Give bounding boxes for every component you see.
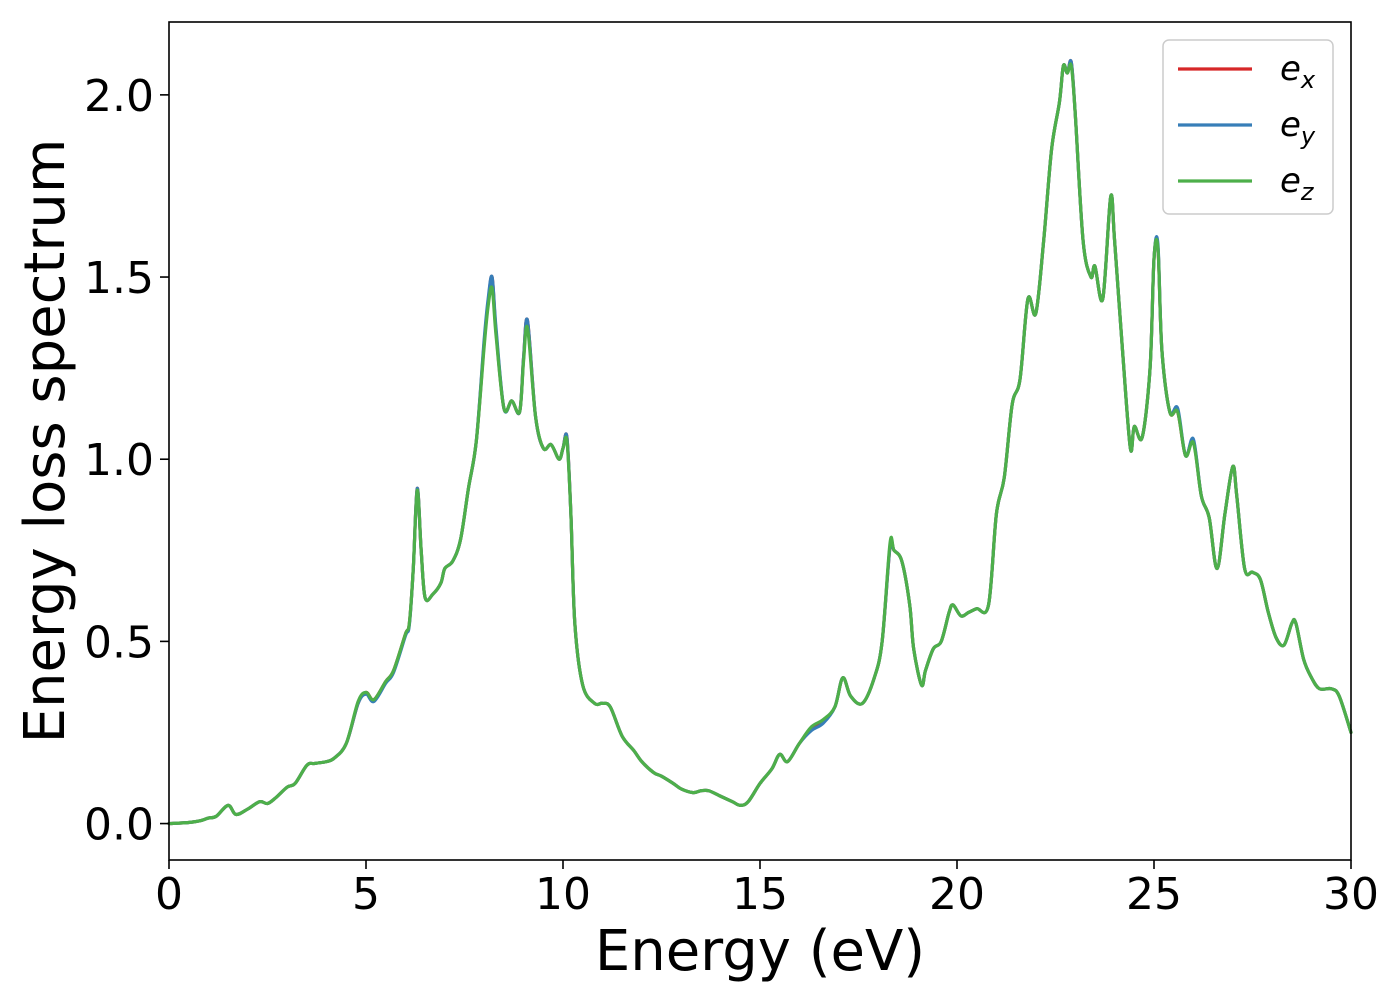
legend: ex ey ez	[1162, 39, 1334, 215]
y-tick-label: 1.0	[84, 435, 154, 486]
series-layer	[167, 59, 1353, 826]
y-axis: 0.0 0.5 1.0 1.5 2.0	[84, 71, 169, 851]
series-line-e-z	[167, 62, 1353, 826]
y-tick-label: 0.5	[84, 617, 154, 668]
x-tick-label: 30	[1323, 869, 1379, 920]
x-axis: 0 5 10 15 20 25 30	[155, 860, 1379, 920]
legend-label: ey	[1280, 105, 1316, 150]
plot-background	[169, 22, 1351, 860]
y-axis-title: Energy loss spectrum	[13, 139, 78, 744]
x-tick-label: 25	[1126, 869, 1182, 920]
x-tick-label: 10	[535, 869, 591, 920]
x-tick-label: 0	[155, 869, 183, 920]
y-tick-label: 1.5	[84, 253, 154, 304]
x-tick-label: 20	[929, 869, 985, 920]
y-tick-label: 2.0	[84, 71, 154, 122]
legend-label: ez	[1280, 161, 1315, 206]
y-tick-label: 0.0	[84, 800, 154, 851]
x-axis-title: Energy (eV)	[595, 919, 925, 984]
legend-box	[1162, 39, 1334, 215]
x-tick-label: 5	[352, 869, 380, 920]
legend-label: ex	[1280, 49, 1316, 94]
x-tick-label: 15	[732, 869, 788, 920]
